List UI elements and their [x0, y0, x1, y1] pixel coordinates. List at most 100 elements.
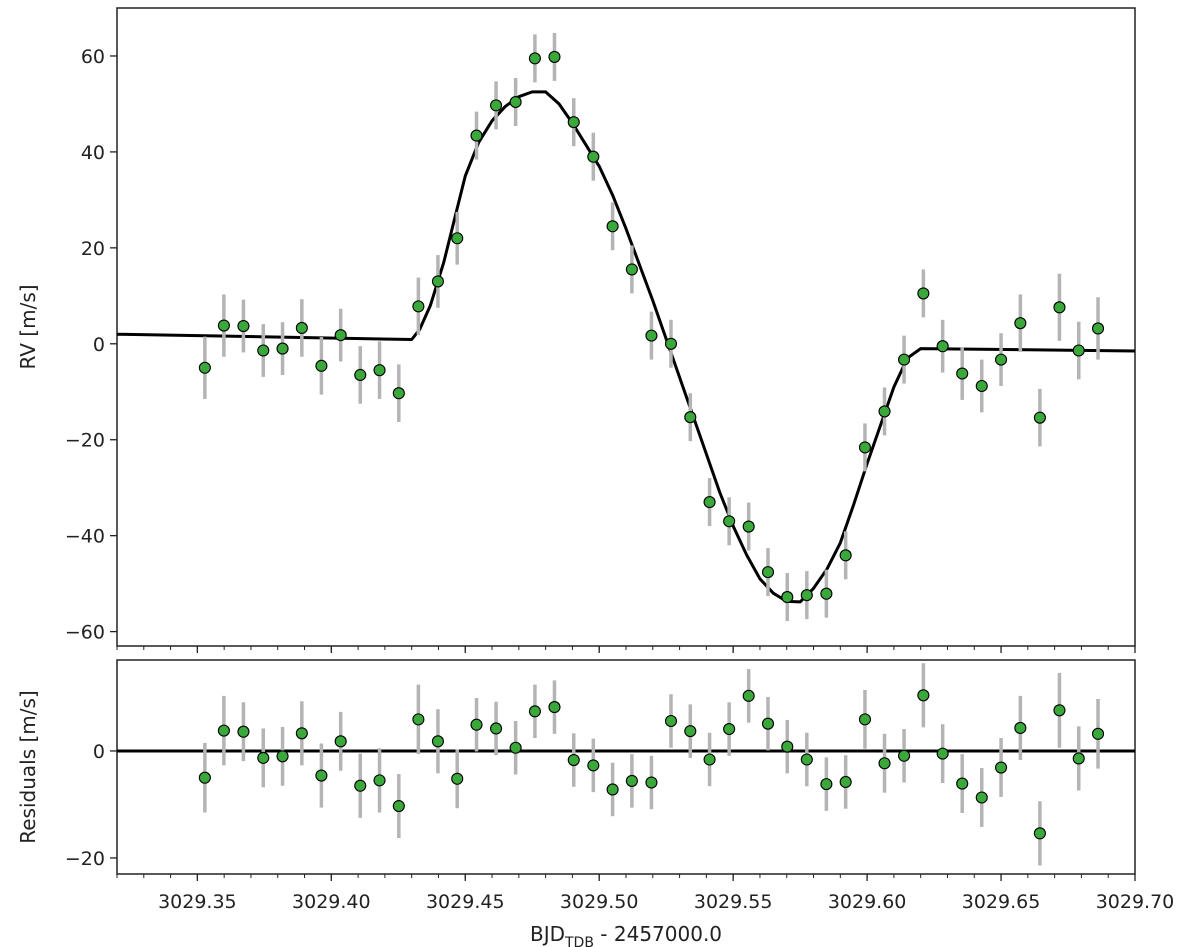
data-point	[412, 300, 425, 313]
y-tick-label: 60	[81, 46, 105, 68]
data-point	[470, 718, 483, 731]
data-point	[606, 783, 619, 796]
data-point	[509, 95, 522, 109]
x-axis-label-subscript: TDB	[564, 935, 594, 947]
data-point	[431, 735, 444, 748]
x-tick-label: 3029.45	[426, 891, 505, 913]
data-point	[878, 757, 891, 770]
x-tick-label: 3029.50	[560, 891, 639, 913]
x-tick-label: 3029.65	[962, 891, 1041, 913]
y-tick-label: −20	[65, 848, 105, 870]
data-point	[217, 724, 230, 737]
data-point	[800, 753, 813, 766]
data-point	[451, 232, 464, 245]
data-point	[1033, 411, 1046, 424]
data-point	[1053, 704, 1066, 717]
data-point	[392, 800, 405, 813]
data-point	[392, 387, 405, 400]
y-tick-label: 20	[81, 238, 105, 260]
x-tick-label: 3029.70	[1096, 891, 1175, 913]
data-point	[703, 753, 716, 766]
data-point	[528, 705, 541, 718]
top-panel: −60 −40 −20 0 20 40 60 RV [m/s]	[16, 7, 1136, 653]
data-point	[645, 329, 658, 342]
data-point	[878, 405, 891, 418]
data-point	[470, 129, 483, 142]
data-point	[509, 741, 522, 754]
data-point	[528, 52, 541, 65]
data-point	[1072, 344, 1085, 357]
data-point	[742, 520, 755, 533]
data-point	[858, 713, 872, 726]
data-point	[354, 779, 367, 792]
data-point	[664, 714, 678, 728]
x-tick-label: 3029.35	[158, 891, 237, 913]
x-tick-label: 3029.60	[828, 891, 907, 913]
data-point	[567, 753, 580, 767]
data-point	[761, 566, 775, 579]
data-point	[1072, 752, 1085, 765]
data-point	[956, 777, 969, 790]
x-tick-label: 3029.55	[694, 891, 773, 913]
data-point	[412, 713, 425, 726]
data-point	[295, 321, 308, 335]
y-tick-label: −40	[65, 526, 105, 548]
data-point	[684, 725, 697, 738]
y-axis-label: RV [m/s]	[16, 284, 40, 369]
data-point	[587, 759, 600, 772]
data-point	[995, 353, 1008, 366]
data-point	[917, 287, 930, 300]
data-point	[567, 116, 580, 129]
data-point	[839, 775, 852, 789]
data-point	[1091, 322, 1105, 335]
data-point	[276, 342, 289, 355]
data-point	[936, 747, 949, 760]
data-point	[198, 771, 211, 784]
data-point	[198, 361, 211, 374]
data-point	[975, 379, 988, 393]
data-point	[295, 727, 308, 740]
data-point	[956, 367, 969, 380]
data-point	[431, 275, 444, 288]
data-point	[723, 722, 736, 736]
data-point	[334, 735, 347, 748]
data-point	[606, 220, 619, 233]
data-point	[858, 441, 872, 454]
data-point	[548, 50, 561, 63]
data-point	[995, 761, 1008, 774]
data-point	[684, 411, 697, 424]
data-point	[490, 99, 503, 112]
data-point	[354, 368, 367, 382]
data-point	[781, 591, 794, 604]
data-point	[761, 717, 775, 730]
data-point	[839, 549, 852, 562]
data-point	[625, 263, 638, 276]
data-point	[917, 689, 930, 702]
data-point	[373, 364, 386, 377]
y-axis-label: Residuals [m/s]	[16, 690, 40, 844]
data-point	[664, 337, 678, 350]
data-point	[334, 329, 347, 342]
data-point	[1091, 727, 1105, 740]
data-point	[723, 515, 736, 528]
data-point	[548, 701, 561, 714]
bottom-panel: 3029.35 3029.40 3029.45 3029.50 3029.55 3029.…	[16, 659, 1175, 913]
data-point	[820, 778, 833, 791]
data-point	[1033, 827, 1046, 840]
y-tick-label: −60	[65, 622, 105, 644]
data-point	[257, 751, 270, 764]
data-point	[975, 791, 988, 804]
data-point	[820, 587, 833, 600]
y-tick-label: 0	[93, 334, 105, 356]
data-point	[315, 769, 328, 782]
data-point	[490, 722, 503, 735]
x-tick-label: 3029.40	[292, 891, 371, 913]
data-point	[898, 353, 911, 366]
x-axis-label-main: BJD	[530, 922, 565, 946]
y-tick-label: −20	[65, 430, 105, 452]
data-point	[1014, 317, 1027, 330]
data-point	[800, 589, 813, 602]
data-point	[625, 774, 638, 787]
data-point	[257, 344, 270, 357]
plot-frame	[116, 659, 1136, 875]
